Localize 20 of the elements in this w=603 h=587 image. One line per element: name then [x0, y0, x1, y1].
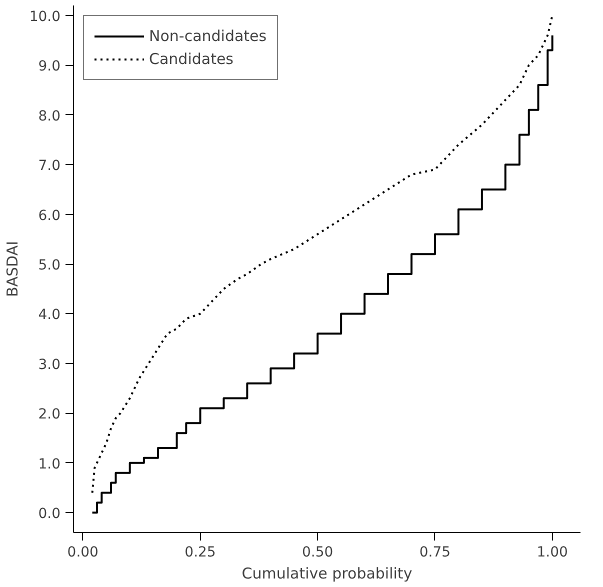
y-tick-label: 0.0 — [38, 506, 60, 522]
legend-label: Candidates — [149, 50, 234, 68]
x-tick-label: 1.00 — [536, 544, 568, 560]
x-tick-label: 0.25 — [184, 544, 216, 560]
y-tick-label: 3.0 — [38, 356, 60, 373]
y-tick-label: 4.0 — [38, 307, 60, 324]
x-axis-title: Cumulative probability — [242, 564, 412, 582]
y-tick-label: 10.0 — [29, 8, 60, 25]
y-tick-label: 6.0 — [38, 208, 60, 224]
legend-label: Non-candidates — [149, 27, 267, 45]
y-axis-title: BASDAI — [3, 240, 22, 298]
y-tick-label: 8.0 — [38, 108, 60, 124]
y-tick-label: 9.0 — [38, 58, 60, 75]
y-tick-label: 7.0 — [38, 158, 60, 174]
y-tick-label: 5.0 — [38, 258, 60, 274]
y-tick-label: 1.0 — [38, 456, 60, 472]
x-tick-label: 0.00 — [67, 544, 98, 560]
x-tick-label: 0.75 — [419, 544, 451, 560]
y-tick-label: 2.0 — [38, 406, 60, 423]
x-tick-label: 0.50 — [302, 544, 334, 560]
